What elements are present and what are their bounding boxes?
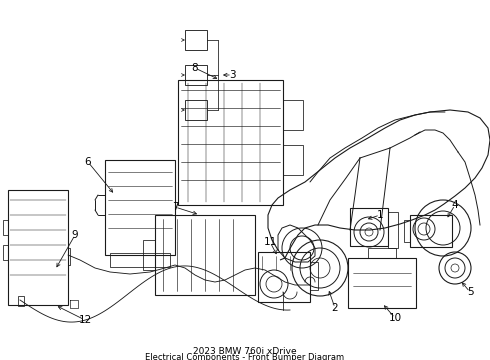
Bar [350, 208, 388, 246]
Bar [185, 65, 207, 85]
Text: 4: 4 [452, 200, 458, 210]
Bar [18, 296, 24, 306]
Text: 5: 5 [466, 287, 473, 297]
Bar [8, 190, 68, 305]
Bar [110, 253, 170, 267]
Text: 9: 9 [72, 230, 78, 240]
Bar [3, 245, 8, 260]
Bar [3, 220, 8, 235]
Text: 8: 8 [192, 63, 198, 73]
Text: 10: 10 [389, 313, 402, 323]
Bar [185, 30, 207, 50]
Text: 1: 1 [377, 210, 383, 220]
Bar [310, 262, 318, 290]
Bar [410, 215, 452, 247]
Bar [388, 212, 398, 248]
Bar [143, 240, 155, 270]
Bar [404, 220, 410, 242]
Text: 12: 12 [78, 315, 92, 325]
Text: 3: 3 [229, 70, 235, 80]
Bar [185, 100, 207, 120]
Text: 11: 11 [264, 237, 277, 247]
Bar [105, 160, 175, 255]
Text: 2: 2 [332, 303, 338, 313]
Bar [283, 145, 303, 175]
Bar [283, 100, 303, 130]
Text: 2023 BMW 760i xDrive: 2023 BMW 760i xDrive [193, 347, 297, 356]
Bar [348, 258, 416, 308]
Bar [178, 80, 283, 205]
Bar [368, 248, 396, 258]
Text: Electrical Components - Front Bumper Diagram: Electrical Components - Front Bumper Dia… [146, 354, 344, 360]
Text: 7: 7 [172, 202, 178, 212]
Text: 6: 6 [85, 157, 91, 167]
Bar [155, 215, 255, 295]
Bar [258, 252, 310, 302]
